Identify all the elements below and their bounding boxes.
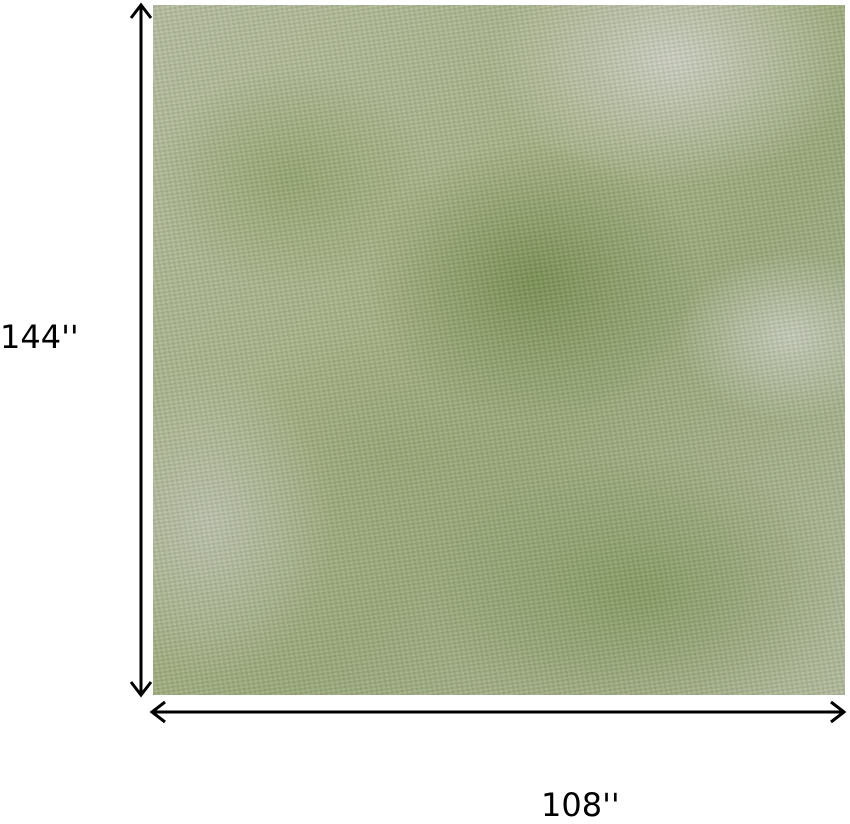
horizontal-dimension-arrow bbox=[149, 700, 847, 724]
width-label: 108'' bbox=[541, 786, 620, 824]
rug-image bbox=[153, 5, 845, 695]
vertical-dimension-arrow bbox=[129, 2, 153, 698]
height-label: 144'' bbox=[0, 318, 79, 356]
